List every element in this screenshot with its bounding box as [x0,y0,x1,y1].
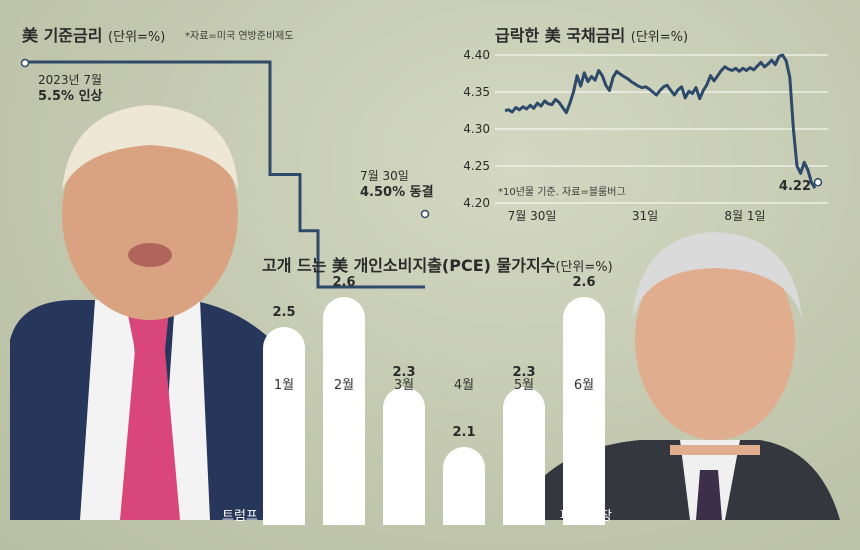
caption-powell: 파월 의장 [560,509,612,524]
policy-rate-end-date: 7월 30일 [360,169,409,183]
treasury-last-value: 4.22 [779,179,811,194]
treasury-ytick-label: 4.35 [463,85,490,99]
pce-category-label: 1월 [273,378,295,393]
treasury-xtick-label: 7월 30일 [508,209,557,223]
pce-bar [323,297,365,525]
pce-value-label: 2.1 [452,425,476,440]
policy-rate-line [25,60,425,289]
treasury-ytick-label: 4.25 [463,159,490,173]
caption-trump: 트럼프 대통령 [222,509,298,524]
pce-category-label: 3월 [393,378,415,393]
trump-figure [10,105,300,520]
treasury-end-point [813,177,823,187]
pce-bar [383,387,425,525]
treasury-unit: (단위=%) [630,30,689,45]
policy-rate-start-date: 2023년 7월 [38,73,103,87]
pce-category-label: 4월 [453,378,475,393]
pce-value-label: 2.3 [512,365,536,380]
policy-rate-start-label: 2023년 7월 5.5% 인상 [38,72,103,105]
pce-bar [563,297,605,525]
pce-value-label: 2.3 [392,365,416,380]
policy-rate-source: *자료=미국 연방준비제도 [185,31,294,42]
treasury-title: 급락한 美 국채금리 (단위=%) [495,26,689,45]
pce-category-label: 6월 [573,378,595,393]
policy-rate-start-value: 5.5% 인상 [38,89,103,104]
policy-rate-start-point [20,58,30,68]
treasury-ytick-label: 4.40 [463,48,490,62]
treasury-xtick-label: 8월 1일 [724,209,765,223]
pce-value-label: 2.5 [272,305,296,320]
pce-unit: (단위=%) [555,260,613,275]
treasury-ytick-label: 4.20 [463,196,490,210]
treasury-line [504,53,817,189]
policy-rate-end-point [420,209,430,219]
pce-value-label: 2.6 [572,275,596,290]
pce-value-label: 2.6 [332,275,356,290]
pce-category-label: 2월 [333,378,355,393]
treasury-ytick-label: 4.30 [463,122,490,136]
treasury-source: *10년물 기준. 자료=블룸버그 [498,187,626,198]
pce-bar [503,387,545,525]
policy-rate-title: 美 기준금리 (단위=%) [22,26,166,45]
treasury-xtick-label: 31일 [632,209,658,223]
pce-category-label: 5월 [513,378,535,393]
policy-rate-end-value: 4.50% 동결 [360,185,434,200]
policy-rate-unit: (단위=%) [108,30,166,45]
policy-rate-end-label: 7월 30일 4.50% 동결 [360,168,434,201]
pce-bar [443,447,485,525]
pce-title: 고개 드는 美 개인소비지출(PCE) 물가지수(단위=%) [262,256,613,275]
pce-bar [263,327,305,525]
